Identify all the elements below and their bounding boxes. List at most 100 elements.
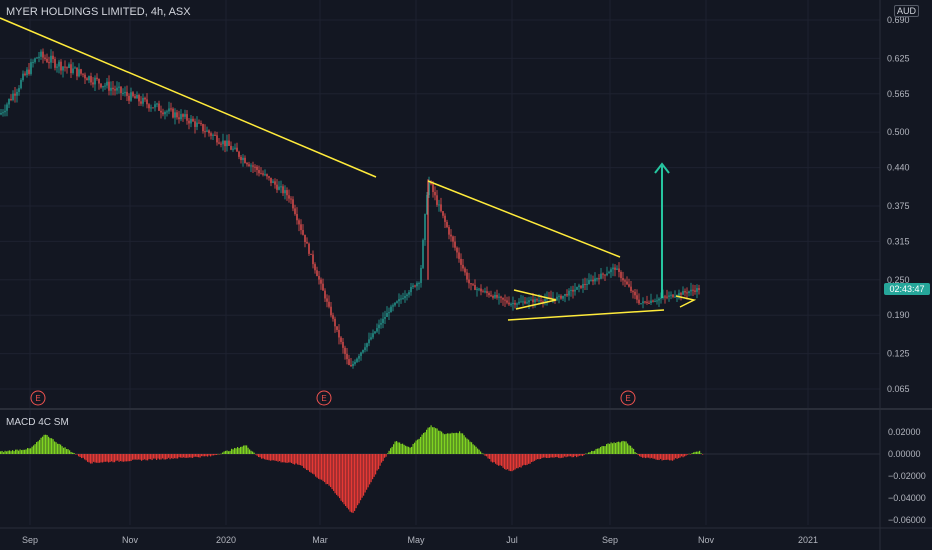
macd-bar [13, 451, 15, 454]
trendline[interactable] [507, 309, 665, 321]
candle-body [100, 83, 102, 88]
earnings-marker-icon[interactable] [620, 390, 636, 406]
candle-body [476, 288, 478, 290]
macd-bar [405, 445, 407, 454]
macd-bar [519, 454, 521, 468]
earnings-marker-icon[interactable] [30, 390, 46, 406]
candle-body [526, 302, 528, 304]
price-axis-label: 0.250 [887, 275, 910, 285]
candle-body [502, 297, 504, 300]
candle-body [328, 301, 330, 307]
macd-bar [16, 449, 18, 454]
candle-body [508, 302, 510, 305]
macd-bar [142, 454, 144, 460]
macd-bar [33, 445, 35, 454]
macd-bar [634, 452, 636, 454]
macd-bar [214, 454, 216, 456]
trendline[interactable] [0, 17, 377, 178]
macd-bar [129, 454, 131, 462]
macd-bar [535, 454, 537, 460]
candle-body [332, 315, 334, 319]
macd-bar [211, 454, 213, 456]
candle-body [574, 289, 576, 292]
macd-bar [393, 444, 395, 454]
candle-body [368, 339, 370, 344]
macd-bar [267, 454, 269, 460]
candle-body [358, 355, 360, 359]
macd-bar [193, 454, 195, 457]
macd-bar [241, 446, 243, 454]
macd-bar [508, 454, 510, 471]
candle-body [460, 258, 462, 265]
macd-bar [352, 454, 354, 513]
candle-body [154, 104, 156, 108]
macd-bar [61, 446, 63, 454]
candle-body [438, 204, 440, 206]
candle-body [672, 294, 674, 297]
candle-body [634, 291, 636, 296]
macd-bar [700, 453, 702, 454]
macd-bar [102, 454, 104, 463]
macd-bar [60, 444, 62, 454]
macd-bar [139, 454, 141, 460]
macd-bar [238, 448, 240, 454]
candle-body [140, 101, 142, 104]
earnings-marker-label: E [35, 394, 40, 403]
macd-bar [543, 454, 545, 458]
macd-bar [346, 454, 348, 508]
candle-body [498, 296, 500, 298]
macd-legend[interactable]: MACD 4C SM [6, 417, 69, 428]
candle-body [386, 313, 388, 318]
candle-body [698, 288, 700, 290]
candle-body [490, 295, 492, 297]
macd-bar [36, 442, 38, 454]
macd-bar [271, 454, 273, 461]
macd-bar [124, 454, 126, 462]
symbol-legend[interactable]: MYER HOLDINGS LIMITED, 4h, ASX [6, 6, 191, 18]
macd-bar [25, 449, 27, 454]
macd-bar [141, 454, 143, 461]
macd-bar [358, 454, 360, 504]
pennant-pattern[interactable] [675, 295, 697, 308]
macd-bar [58, 443, 60, 454]
macd-bar [592, 451, 594, 454]
macd-bar [598, 448, 600, 454]
pennant-pattern[interactable] [513, 289, 557, 310]
macd-bar [85, 454, 87, 461]
macd-bar [66, 449, 68, 454]
candle-body [458, 252, 460, 259]
macd-bar [39, 439, 41, 454]
macd-bar [391, 446, 393, 454]
candle-body [566, 294, 568, 296]
macd-bar [522, 454, 524, 466]
candle-body [576, 286, 578, 290]
candle-body [46, 58, 48, 63]
macd-bar [676, 454, 678, 459]
macd-bar [100, 454, 102, 463]
time-axis-label: Mar [312, 535, 328, 545]
macd-bar [274, 454, 276, 461]
macd-bar [537, 454, 539, 460]
earnings-marker-icon[interactable] [316, 390, 332, 406]
trendline[interactable] [427, 180, 621, 258]
macd-axis-label: −0.02000 [888, 471, 926, 481]
macd-bar [523, 454, 525, 465]
macd-bar [493, 454, 495, 463]
candle-body [24, 73, 26, 76]
macd-bar [115, 454, 117, 461]
macd-axis-label: −0.06000 [888, 515, 926, 525]
candle-body [292, 199, 294, 209]
macd-bar [505, 454, 507, 470]
candle-body [64, 66, 66, 68]
price-axis-label: 0.565 [887, 89, 910, 99]
candle-body [404, 295, 406, 299]
macd-bar [492, 454, 494, 463]
macd-bar [447, 433, 449, 454]
macd-bar [243, 445, 245, 454]
macd-bar [258, 454, 260, 458]
macd-bar [301, 454, 303, 466]
candle-body [134, 96, 136, 99]
candle-body [248, 164, 250, 167]
